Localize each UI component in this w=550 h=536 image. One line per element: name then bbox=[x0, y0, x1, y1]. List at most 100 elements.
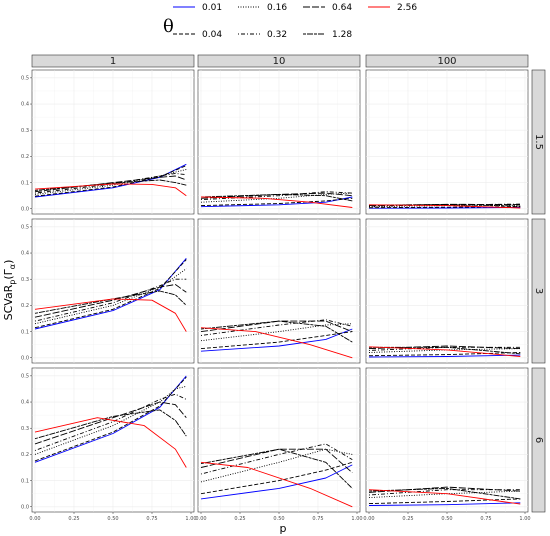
y-tick-label: 0.1 bbox=[21, 478, 29, 484]
row-strip-label-6: 6 bbox=[533, 437, 544, 443]
legend-label-2.56: 2.56 bbox=[397, 3, 417, 13]
y-tick-label: 0.2 bbox=[21, 303, 29, 309]
series-line-theta-2.56 bbox=[34, 417, 187, 468]
panel-grid: 1 10 1001.5360.00.10.20.30.40.50.00.10.20.… bbox=[21, 54, 546, 522]
series-line-theta-0.16 bbox=[200, 448, 353, 483]
series-line-theta-1.28 bbox=[34, 409, 187, 440]
legend: θ 0.01 0.16 0.64 2.56 0.04 0.32 1.28 bbox=[163, 3, 417, 40]
legend-title: θ bbox=[163, 16, 174, 37]
series-line-theta-0.01 bbox=[368, 502, 521, 506]
series-line-theta-0.64 bbox=[368, 486, 521, 493]
y-tick-label: 0.0 bbox=[21, 206, 29, 212]
series-line-theta-0.04 bbox=[34, 376, 187, 462]
row-strip-label-3: 3 bbox=[533, 288, 544, 294]
series-line-theta-2.56 bbox=[200, 327, 353, 359]
series-line-theta-0.16 bbox=[200, 192, 353, 203]
series-line-theta-2.56 bbox=[34, 298, 187, 332]
row-strip-3 bbox=[531, 218, 546, 364]
x-tick-label: 0.50 bbox=[441, 516, 452, 522]
panel-1.5-100 bbox=[365, 69, 529, 215]
x-tick-label: 0.00 bbox=[195, 516, 206, 522]
y-tick-label: 0.0 bbox=[21, 355, 29, 361]
legend-label-0.64: 0.64 bbox=[332, 3, 352, 13]
series-line-theta-2.56 bbox=[368, 204, 521, 209]
x-tick-label: 0.50 bbox=[273, 516, 284, 522]
legend-label-0.04: 0.04 bbox=[202, 30, 222, 40]
x-tick-label: 0.25 bbox=[68, 516, 79, 522]
series-line-theta-1.28 bbox=[369, 346, 521, 355]
y-tick-label: 0.0 bbox=[21, 504, 29, 510]
y-tick-label: 0.3 bbox=[21, 426, 29, 432]
series-line-theta-0.01 bbox=[368, 354, 521, 358]
y-tick-label: 0.5 bbox=[21, 374, 29, 380]
row-strip-1.5 bbox=[531, 69, 546, 215]
series-line-theta-1.28 bbox=[34, 290, 187, 314]
column-strip-10 bbox=[197, 54, 361, 68]
y-tick-label: 0.4 bbox=[21, 102, 29, 108]
legend-label-1.28: 1.28 bbox=[332, 30, 352, 40]
series-line-theta-0.64 bbox=[200, 320, 353, 333]
x-tick-label: 0.75 bbox=[146, 516, 157, 522]
panel-3-10 bbox=[197, 218, 361, 364]
x-tick-label: 1.00 bbox=[351, 516, 362, 522]
row-strip-6 bbox=[531, 367, 546, 513]
y-tick-label: 0.3 bbox=[21, 277, 29, 283]
series-line-theta-0.04 bbox=[200, 331, 353, 350]
series-line-theta-0.32 bbox=[368, 489, 521, 496]
panel-3-1: 0.0 0.1 0.2 0.3 0.4 0.5 bbox=[21, 218, 195, 364]
series-line-theta-2.56 bbox=[34, 183, 187, 197]
column-strip-1 bbox=[31, 54, 195, 68]
series-line-theta-0.32 bbox=[34, 278, 187, 322]
x-tick-label: 0.75 bbox=[480, 516, 491, 522]
column-strip-label-100: 100 bbox=[437, 56, 456, 67]
series-line-theta-0.01 bbox=[200, 464, 353, 500]
panel-1.5-1: 0.0 0.1 0.2 0.3 0.4 0.5 bbox=[21, 69, 195, 215]
x-tick-label: 0.75 bbox=[312, 516, 323, 522]
x-axis-title: p bbox=[280, 522, 287, 535]
y-tick-label: 0.4 bbox=[21, 251, 29, 257]
series-line-theta-1.28 bbox=[368, 487, 521, 500]
y-tick-label: 0.5 bbox=[21, 76, 29, 82]
y-axis-title: SCVaRp(Γα) bbox=[2, 260, 17, 321]
series-line-theta-1.28 bbox=[200, 320, 353, 343]
series-line-theta-0.04 bbox=[368, 498, 521, 505]
series-line-theta-0.04 bbox=[34, 259, 187, 329]
y-tick-label: 0.4 bbox=[21, 400, 29, 406]
series-line-theta-0.04 bbox=[200, 197, 353, 207]
legend-label-0.16: 0.16 bbox=[267, 3, 287, 13]
y-tick-label: 0.1 bbox=[21, 180, 29, 186]
series-line-theta-2.56 bbox=[200, 461, 353, 508]
y-axis-title-main: SCVaR bbox=[2, 284, 15, 320]
y-axis-title-close: ) bbox=[2, 260, 15, 264]
y-tick-label: 0.2 bbox=[21, 154, 29, 160]
panel-6-1: 0.0 0.1 0.2 0.3 0.4 0.5 0.00 0.25 0.50 0.75 1.00 bbox=[21, 367, 197, 522]
panel-1.5-10 bbox=[197, 69, 361, 215]
series-line-theta-2.56 bbox=[368, 346, 521, 357]
series-line-theta-0.04 bbox=[200, 461, 353, 495]
series-line-theta-0.04 bbox=[368, 352, 521, 357]
x-tick-label: 1.00 bbox=[185, 516, 196, 522]
series-line-theta-1.28 bbox=[200, 193, 353, 202]
x-tick-label: 0.00 bbox=[29, 516, 40, 522]
x-tick-label: 0.00 bbox=[363, 516, 374, 522]
series-line-theta-0.32 bbox=[34, 172, 187, 194]
y-tick-label: 0.2 bbox=[21, 452, 29, 458]
series-line-theta-0.64 bbox=[34, 401, 187, 445]
legend-label-0.01: 0.01 bbox=[202, 3, 222, 13]
series-line-theta-2.56 bbox=[368, 489, 521, 505]
series-line-theta-0.64 bbox=[34, 284, 187, 318]
x-tick-label: 1.00 bbox=[519, 516, 530, 522]
series-line-theta-0.64 bbox=[200, 448, 353, 474]
legend-label-0.32: 0.32 bbox=[267, 30, 287, 40]
y-tick-label: 0.1 bbox=[21, 329, 29, 335]
series-line-theta-0.01 bbox=[368, 207, 521, 209]
row-strip-label-1.5: 1.5 bbox=[533, 134, 544, 150]
column-strip-label-10: 10 bbox=[273, 56, 286, 67]
series-line-theta-1.28 bbox=[200, 448, 353, 489]
series-line-theta-0.64 bbox=[200, 192, 353, 199]
column-strip-label-1: 1 bbox=[110, 56, 116, 67]
x-tick-label: 0.25 bbox=[402, 516, 413, 522]
y-tick-label: 0.3 bbox=[21, 128, 29, 134]
x-tick-label: 0.25 bbox=[234, 516, 245, 522]
